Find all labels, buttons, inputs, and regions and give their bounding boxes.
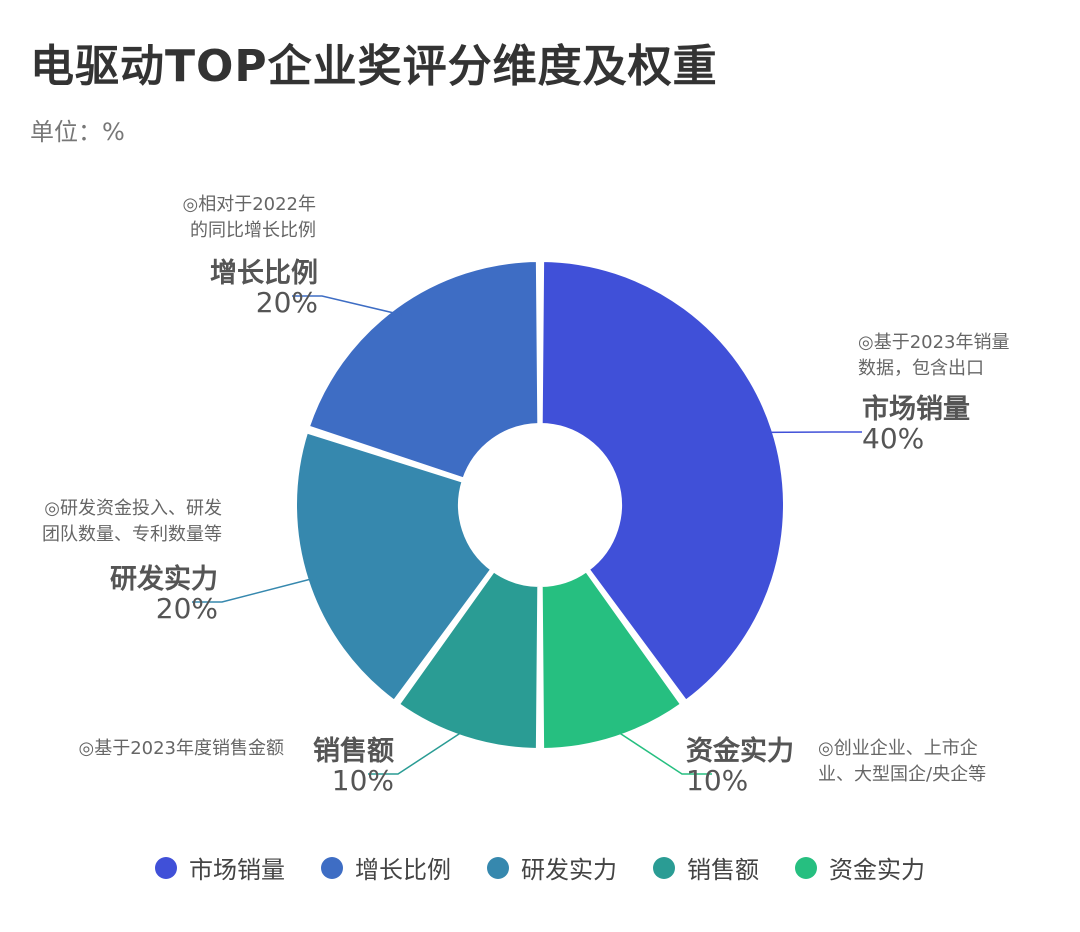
legend-swatch (155, 856, 177, 879)
legend-label: 销售额 (687, 856, 759, 884)
slice-value-label: 20% (156, 592, 218, 625)
legend-label: 市场销量 (189, 856, 285, 884)
slice-rd-strength[interactable] (293, 429, 495, 704)
legend-label: 增长比例 (355, 856, 451, 884)
slice-note: 业、大型国企/央企等 (818, 764, 986, 785)
slice-value-label: 10% (686, 764, 748, 797)
slice-value-label: 20% (256, 286, 318, 319)
slice-note: 的同比增长比例 (190, 220, 316, 241)
slice-label: 资金实力 (686, 735, 794, 767)
slice-growth-ratio[interactable] (305, 258, 542, 482)
slice-capital-strength[interactable] (538, 568, 685, 752)
legend-swatch (487, 856, 509, 879)
slice-note: ◎相对于2022年 (182, 194, 316, 215)
legend-item-rd-strength[interactable]: 研发实力 (487, 850, 617, 885)
slice-label: 研发实力 (110, 563, 218, 595)
legend-item-capital-strength[interactable]: 资金实力 (795, 850, 925, 885)
leader-line (368, 727, 468, 775)
slice-note: 数据，包含出口 (858, 358, 984, 379)
legend-label: 资金实力 (829, 856, 925, 884)
slice-label: 市场销量 (862, 393, 970, 425)
legend-swatch (653, 856, 675, 879)
leader-line (192, 576, 317, 603)
slice-sales-amount[interactable] (395, 568, 542, 752)
slice-label: 销售额 (313, 735, 394, 767)
slice-value-label: 40% (862, 422, 924, 455)
slice-label: 增长比例 (210, 257, 318, 289)
legend-label: 研发实力 (521, 856, 617, 884)
slice-note: ◎创业企业、上市企 (818, 738, 978, 759)
slice-note: ◎基于2023年度销售金额 (78, 738, 284, 759)
slice-note: 团队数量、专利数量等 (42, 524, 222, 545)
legend-swatch (321, 856, 343, 879)
slice-note: ◎基于2023年销量 (858, 332, 1010, 353)
slice-value-label: 10% (332, 764, 394, 797)
slice-market-sales[interactable] (538, 258, 787, 704)
leader-line (612, 727, 712, 775)
donut-chart: 市场销量40%◎基于2023年销量数据，包含出口资金实力10%◎创业企业、上市企… (42, 194, 1010, 797)
legend-item-market-sales[interactable]: 市场销量 (155, 850, 285, 885)
unit-label: 单位：% (30, 118, 125, 146)
legend-item-growth-ratio[interactable]: 增长比例 (321, 850, 451, 885)
slice-note: ◎研发资金投入、研发 (44, 498, 222, 519)
legend-swatch (795, 856, 817, 879)
legend-item-sales-amount[interactable]: 销售额 (653, 850, 759, 885)
leader-line (292, 295, 403, 316)
chart-title: 电驱动TOP企业奖评分维度及权重 (30, 41, 718, 92)
legend: 市场销量 增长比例 研发实力 销售额 资金实力 (0, 850, 1080, 885)
